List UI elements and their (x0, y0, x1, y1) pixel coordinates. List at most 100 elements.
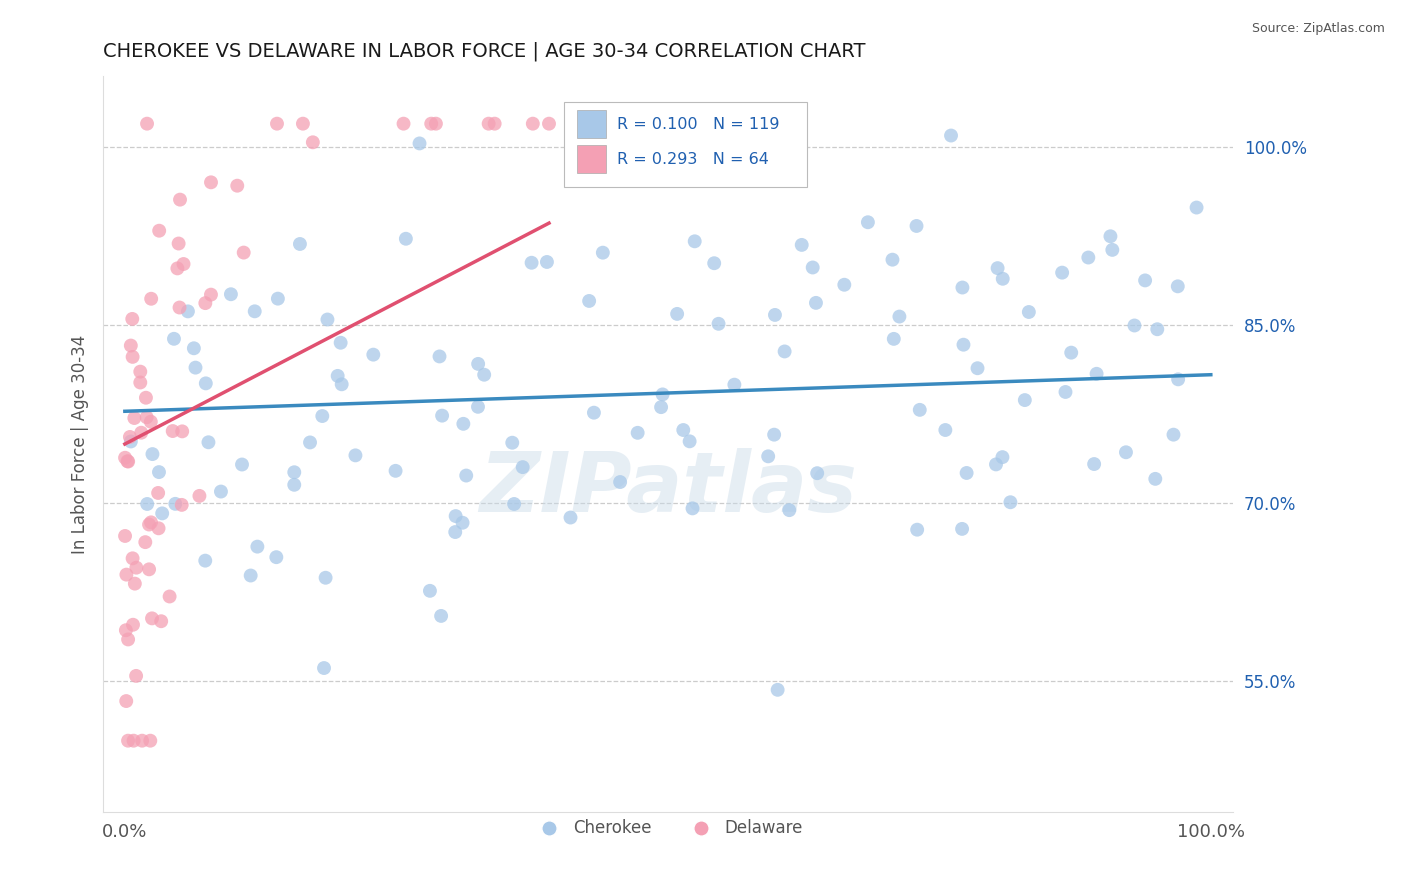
Point (1101, 243, 1123, 257)
Point (908, 402, 931, 417)
Point (806, 466, 828, 480)
Point (121, 312, 143, 326)
Point (1123, 318, 1146, 333)
Point (991, 272, 1014, 286)
Point (1050, 266, 1073, 280)
Point (150, 507, 173, 521)
Point (882, 252, 904, 267)
Point (122, 617, 145, 632)
Point (678, 434, 700, 449)
Point (122, 733, 145, 747)
Point (114, 450, 136, 465)
Point (453, 417, 475, 431)
Point (219, 287, 242, 301)
Point (430, 409, 453, 423)
Text: ZIPatlas: ZIPatlas (479, 448, 856, 529)
Point (312, 661, 335, 675)
Point (1077, 251, 1099, 265)
Point (536, 255, 558, 269)
Point (408, 136, 430, 151)
Point (118, 430, 141, 444)
Point (232, 245, 254, 260)
Point (136, 497, 159, 511)
Point (117, 733, 139, 747)
Point (326, 368, 349, 383)
Point (246, 540, 269, 554)
Point (115, 624, 138, 638)
Point (467, 400, 489, 414)
FancyBboxPatch shape (578, 110, 606, 138)
Point (1146, 322, 1168, 336)
Point (939, 128, 962, 143)
Point (138, 562, 160, 576)
Point (1163, 427, 1185, 442)
Point (311, 409, 333, 423)
Point (239, 568, 262, 582)
Point (139, 733, 162, 747)
Point (169, 193, 191, 207)
Point (177, 304, 200, 318)
Point (141, 447, 163, 461)
Point (170, 498, 193, 512)
Point (194, 554, 217, 568)
Point (682, 501, 704, 516)
Point (512, 460, 534, 475)
Point (905, 219, 928, 233)
Point (141, 292, 163, 306)
Point (139, 415, 162, 429)
Point (117, 454, 139, 468)
Point (651, 387, 673, 401)
Point (609, 475, 631, 489)
Point (934, 423, 956, 437)
Point (200, 175, 222, 189)
Point (430, 609, 453, 624)
Point (330, 377, 353, 392)
Point (966, 361, 988, 376)
Point (1144, 472, 1167, 486)
Point (200, 287, 222, 301)
Point (472, 368, 495, 382)
Point (166, 261, 188, 276)
Point (146, 486, 169, 500)
Point (429, 350, 451, 364)
Point (952, 337, 974, 351)
Point (763, 427, 786, 442)
Point (420, 117, 443, 131)
Point (173, 257, 195, 271)
Point (444, 524, 467, 539)
Point (801, 260, 824, 275)
Point (124, 576, 146, 591)
Point (283, 465, 305, 479)
Point (501, 435, 523, 450)
Point (150, 614, 173, 628)
Point (592, 245, 614, 260)
Point (1133, 273, 1156, 287)
Point (834, 277, 856, 292)
Point (773, 344, 796, 359)
Point (1099, 229, 1122, 244)
Point (889, 310, 911, 324)
Point (288, 237, 311, 252)
Text: R = 0.100   N = 119: R = 0.100 N = 119 (617, 117, 779, 131)
Point (703, 256, 725, 270)
Point (172, 425, 194, 439)
Text: CHEROKEE VS DELAWARE IN LABOR FORCE | AGE 30-34 CORRELATION CHART: CHEROKEE VS DELAWARE IN LABOR FORCE | AG… (103, 42, 866, 62)
FancyBboxPatch shape (578, 145, 606, 173)
Point (136, 117, 159, 131)
Point (129, 425, 152, 440)
Point (169, 301, 191, 315)
Point (392, 117, 415, 131)
FancyBboxPatch shape (564, 102, 807, 186)
Point (148, 224, 170, 238)
Point (560, 510, 582, 524)
Point (991, 450, 1014, 464)
Point (578, 293, 600, 308)
Point (129, 365, 152, 379)
Point (419, 583, 441, 598)
Point (650, 400, 672, 414)
Point (537, 117, 560, 131)
Point (766, 682, 789, 697)
Point (283, 477, 305, 491)
Point (148, 521, 170, 535)
Point (456, 468, 478, 483)
